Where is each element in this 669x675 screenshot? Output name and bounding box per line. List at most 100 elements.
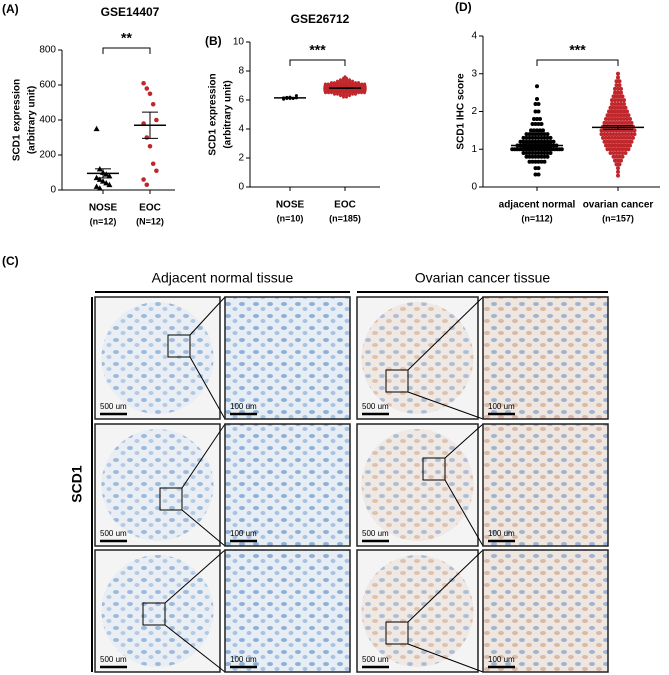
data-point bbox=[605, 132, 610, 137]
data-point bbox=[533, 132, 538, 137]
data-point bbox=[614, 79, 619, 84]
column-header: Adjacent normal tissue bbox=[152, 270, 294, 286]
data-point bbox=[336, 79, 339, 83]
data-point bbox=[604, 135, 608, 140]
data-point bbox=[619, 86, 623, 91]
n-label: (n=112) bbox=[521, 213, 552, 223]
data-point bbox=[351, 79, 354, 83]
data-point bbox=[626, 132, 631, 137]
data-point bbox=[626, 120, 631, 125]
data-point bbox=[614, 94, 619, 99]
data-point bbox=[354, 81, 357, 85]
significance: *** bbox=[569, 42, 586, 58]
data-point bbox=[626, 113, 631, 118]
tissue-core bbox=[361, 429, 474, 541]
data-point bbox=[611, 132, 616, 137]
data-point bbox=[613, 143, 617, 148]
data-point bbox=[623, 113, 628, 118]
data-point bbox=[532, 117, 536, 122]
data-point bbox=[536, 109, 541, 114]
inset-box bbox=[422, 457, 446, 481]
significance: *** bbox=[309, 42, 326, 58]
data-point bbox=[527, 159, 532, 164]
data-point bbox=[616, 166, 620, 171]
data-point bbox=[616, 158, 620, 163]
data-point bbox=[611, 151, 616, 156]
inset-box bbox=[167, 334, 191, 358]
data-point bbox=[530, 139, 535, 144]
data-point bbox=[539, 151, 544, 156]
data-point bbox=[616, 169, 620, 174]
data-point bbox=[613, 101, 617, 106]
data-point bbox=[524, 139, 529, 144]
data-point bbox=[620, 132, 625, 137]
data-point bbox=[96, 176, 103, 182]
data-point bbox=[614, 113, 619, 118]
data-point bbox=[605, 120, 610, 125]
data-point bbox=[610, 109, 614, 114]
tissue-core bbox=[101, 429, 214, 541]
y-axis-label: SCD1 expression bbox=[208, 73, 219, 155]
data-point bbox=[527, 151, 532, 156]
data-point bbox=[631, 135, 635, 140]
data-point bbox=[147, 143, 153, 149]
data-point bbox=[542, 139, 547, 144]
data-point bbox=[323, 82, 327, 86]
data-point bbox=[620, 94, 625, 99]
data-point bbox=[616, 98, 620, 103]
zoom-line bbox=[181, 509, 226, 547]
data-point bbox=[617, 79, 622, 84]
data-point bbox=[536, 166, 541, 171]
chart-title: GSE14407 bbox=[101, 5, 160, 19]
data-point bbox=[357, 81, 360, 85]
y-tick-label: 0 bbox=[50, 185, 56, 196]
scale-label: 500 um bbox=[100, 529, 127, 538]
data-point bbox=[539, 121, 544, 126]
data-point bbox=[611, 113, 616, 118]
data-point bbox=[605, 113, 610, 118]
scale-label: 500 um bbox=[362, 529, 389, 538]
data-point bbox=[527, 135, 532, 140]
data-point bbox=[623, 105, 628, 110]
data-point bbox=[144, 182, 150, 188]
data-point bbox=[608, 105, 613, 110]
data-point bbox=[617, 83, 622, 88]
data-point bbox=[536, 139, 541, 144]
data-point bbox=[614, 162, 619, 167]
data-point bbox=[541, 128, 545, 133]
data-point bbox=[533, 135, 538, 140]
data-point bbox=[616, 71, 620, 76]
data-point bbox=[545, 135, 550, 140]
data-point bbox=[610, 101, 614, 106]
data-point bbox=[616, 143, 620, 148]
data-point bbox=[619, 98, 623, 103]
scale-label: 100 um bbox=[230, 529, 257, 538]
data-point bbox=[604, 143, 608, 148]
y-axis-label: (arbitrary unit) bbox=[223, 80, 234, 148]
zoom-line bbox=[189, 356, 226, 420]
data-point bbox=[604, 117, 608, 122]
zoom-line bbox=[407, 643, 484, 673]
data-point bbox=[617, 162, 622, 167]
data-point bbox=[524, 154, 529, 159]
inset-box bbox=[385, 369, 409, 393]
data-point bbox=[622, 98, 626, 103]
data-point bbox=[626, 147, 631, 152]
data-point bbox=[539, 154, 544, 159]
data-point bbox=[539, 135, 544, 140]
data-point bbox=[628, 135, 632, 140]
data-point bbox=[619, 158, 623, 163]
y-tick-label: 6 bbox=[238, 95, 244, 106]
data-point bbox=[527, 132, 532, 137]
data-point bbox=[617, 105, 622, 110]
data-point bbox=[530, 154, 535, 159]
significance-bracket bbox=[536, 59, 619, 66]
data-point bbox=[533, 159, 538, 164]
data-point bbox=[628, 117, 632, 122]
data-point bbox=[96, 185, 103, 191]
y-tick-label: 0 bbox=[471, 182, 477, 193]
data-point bbox=[608, 139, 613, 144]
data-point bbox=[532, 128, 536, 133]
data-point bbox=[150, 101, 156, 107]
